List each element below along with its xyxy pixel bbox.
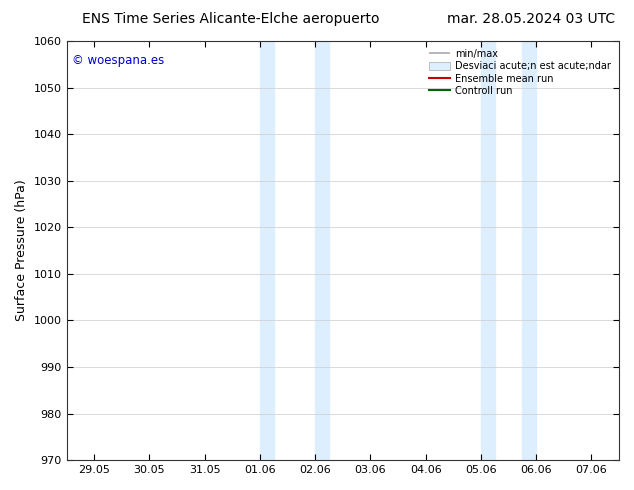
Text: ENS Time Series Alicante-Elche aeropuerto: ENS Time Series Alicante-Elche aeropuert… bbox=[82, 12, 380, 26]
Text: © woespana.es: © woespana.es bbox=[72, 53, 164, 67]
Y-axis label: Surface Pressure (hPa): Surface Pressure (hPa) bbox=[15, 180, 28, 321]
Text: mar. 28.05.2024 03 UTC: mar. 28.05.2024 03 UTC bbox=[447, 12, 615, 26]
Bar bbox=[315, 41, 329, 460]
Bar bbox=[260, 41, 274, 460]
Bar bbox=[522, 41, 536, 460]
Legend: min/max, Desviaci acute;n est acute;ndar, Ensemble mean run, Controll run: min/max, Desviaci acute;n est acute;ndar… bbox=[426, 46, 614, 99]
Bar bbox=[481, 41, 495, 460]
